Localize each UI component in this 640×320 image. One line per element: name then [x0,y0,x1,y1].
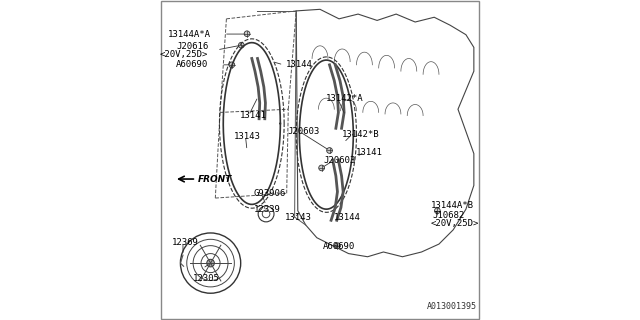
Circle shape [326,148,332,153]
Text: 13143: 13143 [285,213,312,222]
Circle shape [239,42,244,48]
Text: J20603: J20603 [324,156,356,165]
Text: 13141: 13141 [240,111,267,120]
Circle shape [244,31,250,36]
Text: A60690: A60690 [323,242,355,251]
Circle shape [335,243,340,249]
Text: J20616: J20616 [176,42,209,51]
Text: J20603: J20603 [287,127,320,136]
Text: 13144: 13144 [285,60,312,69]
Text: 12305: 12305 [193,274,220,283]
Text: 13142*B: 13142*B [342,130,380,139]
Text: FRONT: FRONT [198,174,232,184]
Text: <20V,25D>: <20V,25D> [160,50,209,59]
Text: A013001395: A013001395 [427,302,477,311]
Text: 13142*A: 13142*A [326,94,364,103]
Circle shape [435,208,440,214]
Circle shape [319,165,324,171]
Circle shape [207,259,214,267]
Text: <20V,25D>: <20V,25D> [431,219,479,228]
Circle shape [229,62,235,68]
Text: 12339: 12339 [253,205,280,214]
Text: 13143: 13143 [234,132,260,141]
Text: 13144A*A: 13144A*A [168,29,211,39]
Text: J10682: J10682 [433,211,465,220]
Text: 13141: 13141 [356,148,383,156]
Text: A60690: A60690 [176,60,209,69]
Text: G93906: G93906 [253,189,285,198]
Text: 13144A*B: 13144A*B [430,202,474,211]
Text: 12369: 12369 [172,238,198,247]
Text: 13144: 13144 [334,213,361,222]
